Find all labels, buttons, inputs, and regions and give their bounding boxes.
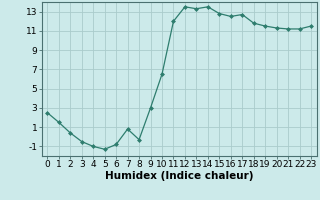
X-axis label: Humidex (Indice chaleur): Humidex (Indice chaleur) — [105, 171, 253, 181]
